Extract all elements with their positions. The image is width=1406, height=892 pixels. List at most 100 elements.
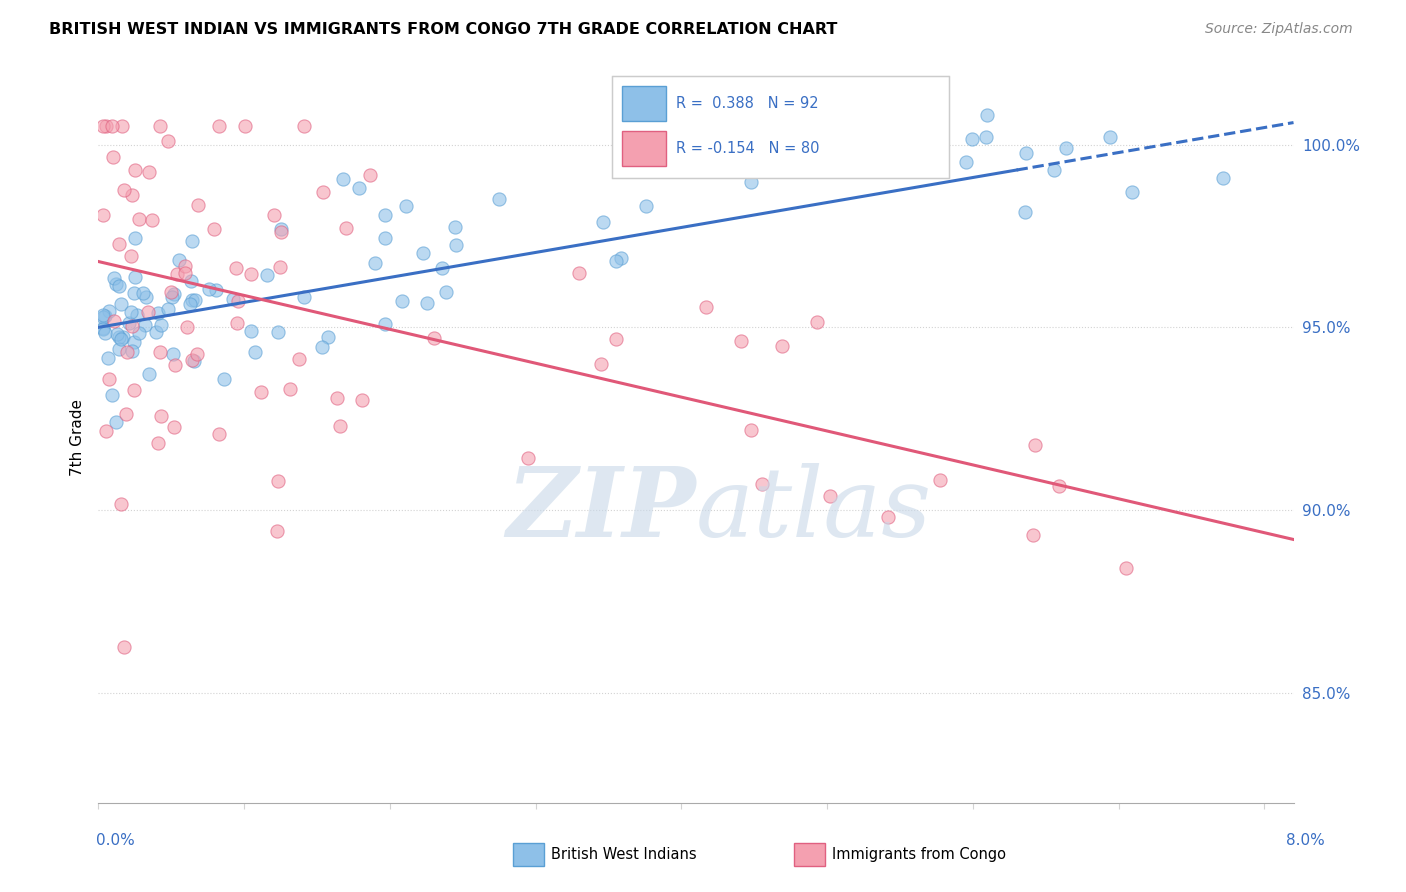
Point — [488, 192, 510, 206]
Point — [107, 237, 129, 252]
Point — [1024, 438, 1046, 452]
Point — [751, 476, 773, 491]
Point — [1115, 561, 1137, 575]
Point — [145, 325, 167, 339]
Point — [134, 318, 156, 333]
Point — [374, 231, 396, 245]
Point — [125, 308, 148, 322]
Point — [149, 345, 172, 359]
Point — [91, 321, 114, 335]
Point — [443, 220, 465, 235]
Point — [806, 315, 828, 329]
Point — [94, 425, 117, 439]
Point — [94, 326, 117, 340]
Point — [312, 186, 335, 200]
Point — [124, 269, 146, 284]
Point — [180, 234, 202, 248]
Point — [122, 286, 145, 301]
Point — [167, 253, 190, 268]
Point — [804, 128, 827, 143]
Point — [160, 290, 183, 304]
Point — [163, 419, 186, 434]
Point — [326, 391, 349, 405]
Point — [138, 165, 160, 179]
Point — [186, 347, 208, 361]
Point — [292, 290, 315, 304]
Point — [225, 260, 247, 275]
Point — [187, 198, 209, 212]
Point — [976, 130, 998, 145]
Point — [770, 338, 793, 352]
Point — [374, 318, 396, 332]
Text: 8.0%: 8.0% — [1285, 833, 1324, 847]
Point — [416, 296, 439, 310]
Text: BRITISH WEST INDIAN VS IMMIGRANTS FROM CONGO 7TH GRADE CORRELATION CHART: BRITISH WEST INDIAN VS IMMIGRANTS FROM C… — [49, 22, 838, 37]
Point — [329, 418, 352, 433]
Point — [359, 168, 381, 182]
Point — [112, 640, 135, 654]
Point — [180, 352, 202, 367]
Text: R = -0.154   N = 80: R = -0.154 N = 80 — [676, 141, 820, 156]
Point — [347, 180, 370, 194]
Point — [1212, 170, 1234, 185]
Y-axis label: 7th Grade: 7th Grade — [69, 399, 84, 475]
Point — [91, 208, 114, 222]
Point — [122, 335, 145, 350]
Text: 0.0%: 0.0% — [96, 833, 135, 847]
Point — [97, 351, 120, 366]
Point — [695, 300, 717, 314]
Point — [270, 225, 292, 239]
Point — [592, 215, 614, 229]
Text: British West Indians: British West Indians — [551, 847, 697, 862]
Point — [444, 237, 467, 252]
Point — [374, 208, 396, 222]
Point — [1121, 185, 1143, 199]
Point — [432, 260, 454, 275]
Point — [156, 135, 179, 149]
Point — [740, 423, 762, 437]
Point — [110, 297, 132, 311]
Point — [266, 524, 288, 538]
Point — [149, 120, 172, 134]
Point — [101, 150, 124, 164]
Point — [124, 163, 146, 178]
Point — [1098, 130, 1121, 145]
Point — [412, 245, 434, 260]
Point — [1014, 204, 1036, 219]
Point — [226, 316, 249, 330]
Point — [166, 267, 188, 281]
Point — [1022, 528, 1045, 542]
Point — [1054, 140, 1077, 154]
Point — [124, 231, 146, 245]
Point — [891, 157, 914, 171]
Point — [877, 509, 900, 524]
Point — [141, 212, 163, 227]
Point — [263, 208, 285, 222]
Point — [160, 285, 183, 299]
Point — [350, 392, 373, 407]
Point — [94, 120, 117, 134]
Point — [93, 309, 115, 323]
Point — [517, 450, 540, 465]
Point — [103, 314, 125, 328]
Point — [108, 329, 131, 343]
Point — [222, 292, 245, 306]
Text: Immigrants from Congo: Immigrants from Congo — [832, 847, 1007, 862]
Text: atlas: atlas — [696, 463, 932, 558]
Point — [249, 384, 271, 399]
Point — [136, 305, 159, 319]
Point — [568, 266, 591, 280]
Point — [101, 120, 124, 134]
Point — [184, 293, 207, 307]
Point — [267, 325, 290, 339]
Point — [267, 474, 290, 488]
Point — [955, 154, 977, 169]
Point — [332, 172, 354, 186]
Point — [174, 260, 197, 274]
Point — [91, 310, 114, 324]
Point — [112, 183, 135, 197]
Point — [879, 164, 901, 178]
Point — [111, 120, 134, 134]
Point — [163, 358, 186, 372]
Point — [110, 332, 132, 346]
